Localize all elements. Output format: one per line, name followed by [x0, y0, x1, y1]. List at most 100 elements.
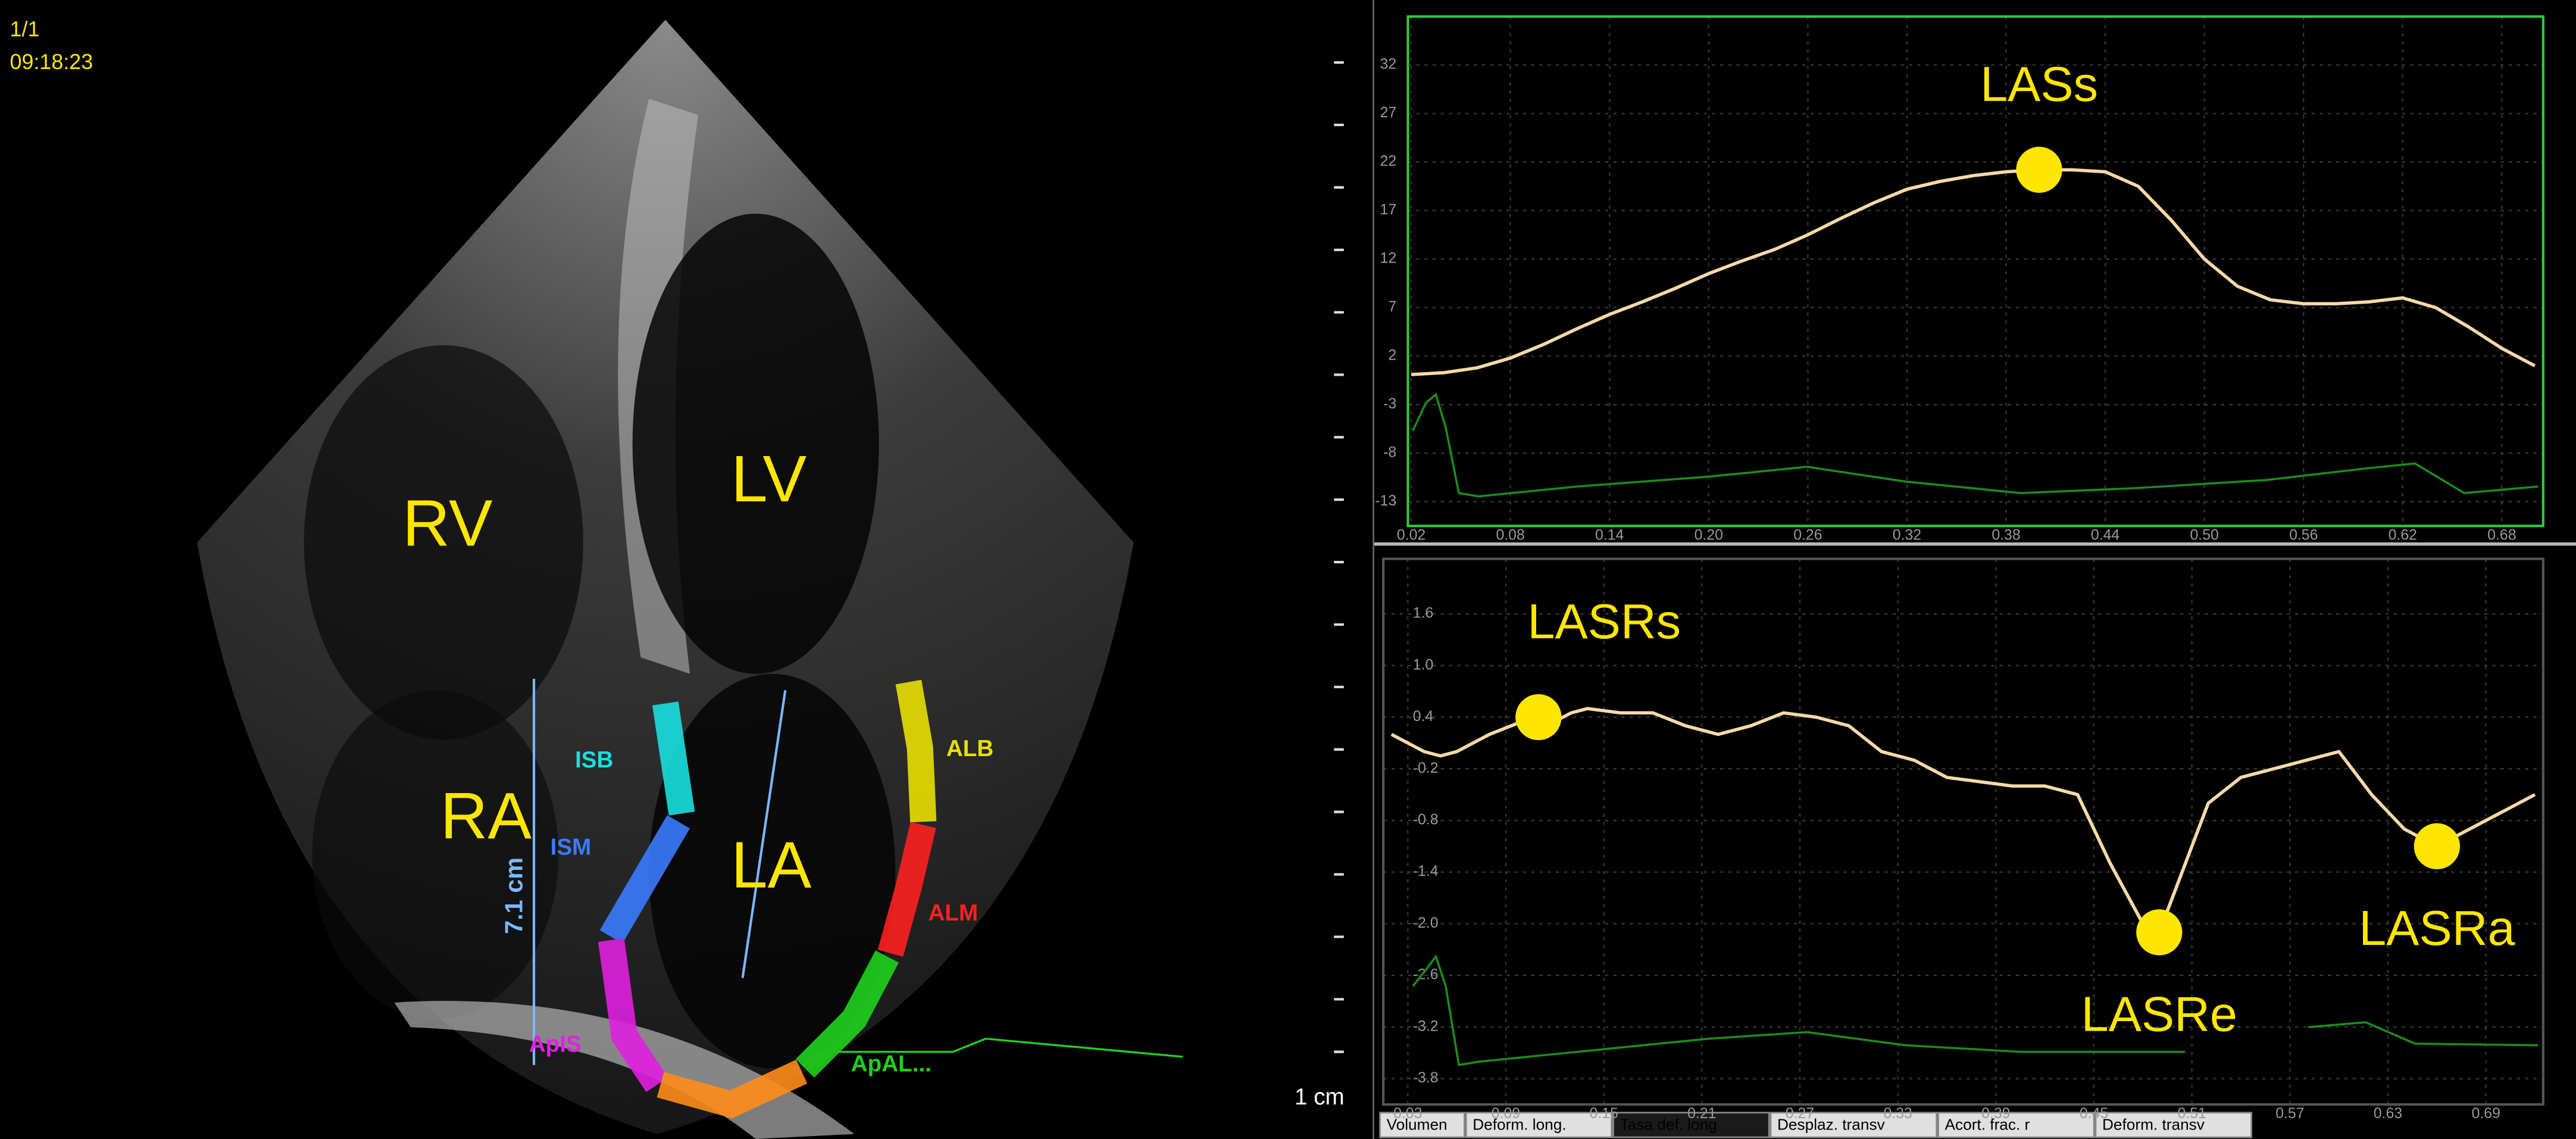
tab[interactable]	[2094, 1112, 2252, 1138]
y-tick-label: 17	[1380, 202, 1397, 218]
tab[interactable]	[1379, 1112, 1465, 1138]
segment-apis	[598, 938, 668, 1093]
scale-label: 1 cm	[1295, 1084, 1345, 1110]
frame-counter: 1/1	[10, 17, 40, 41]
ra-cavity	[312, 690, 559, 1019]
segment-label: ISM	[551, 834, 592, 860]
segment-alb	[895, 679, 937, 823]
segment-alm	[877, 822, 936, 957]
depth-ruler	[1334, 61, 1344, 1053]
x-tick-label: 0.45	[2080, 1106, 2108, 1122]
x-tick-label: 0.32	[1893, 527, 1921, 543]
x-tick-label: 0.69	[2472, 1106, 2500, 1122]
chamber-label: RA	[440, 779, 532, 853]
y-tick-label: -3.8	[1413, 1070, 1439, 1086]
strain-segments	[598, 679, 937, 1119]
x-tick-label: 0.02	[1397, 527, 1425, 543]
annotation: LASRa	[2359, 900, 2515, 956]
annotation: LASRs	[1527, 594, 1681, 649]
x-tick-label: 0.03	[1393, 1106, 1422, 1122]
chamber-label: LV	[731, 442, 806, 516]
plot-frame	[1406, 15, 2544, 528]
tab[interactable]	[1770, 1112, 1938, 1138]
y-tick-label: 7	[1388, 299, 1396, 315]
y-tick-label: -1.4	[1413, 863, 1439, 879]
x-tick-label: 0.68	[2487, 527, 2516, 543]
lv-cavity	[632, 213, 879, 674]
x-tick-label: 0.20	[1695, 527, 1723, 543]
y-tick-label: 0.4	[1413, 709, 1434, 725]
tab-label[interactable]: Desplaz. transv	[1777, 1116, 1886, 1134]
x-tick-label: 0.57	[2275, 1106, 2304, 1122]
tab-label[interactable]: Deform. transv	[2102, 1116, 2205, 1134]
y-tick-label: 1.6	[1413, 606, 1434, 622]
segment-label: ApIS	[529, 1032, 582, 1057]
annotation: LASs	[1980, 56, 2098, 111]
segment-label: ALM	[929, 900, 978, 926]
segment-label: ISB	[575, 747, 613, 773]
tab-label[interactable]: Tasa def. long	[1620, 1116, 1717, 1134]
y-tick-label: -2.0	[1413, 915, 1439, 931]
segment-ism	[599, 815, 690, 944]
clock: 09:18:23	[10, 50, 93, 74]
y-tick-label: 22	[1380, 154, 1397, 170]
y-tick-label: -8	[1383, 445, 1396, 461]
y-tick-label: -3.2	[1413, 1018, 1439, 1034]
x-tick-label: 0.21	[1687, 1106, 1716, 1122]
chamber-label: RV	[402, 486, 493, 560]
tab-label[interactable]: Deform. long.	[1473, 1116, 1566, 1134]
x-tick-label: 0.44	[2091, 527, 2120, 543]
x-tick-label: 0.15	[1589, 1106, 1618, 1122]
measurement-label: 7.1 cm	[501, 857, 528, 934]
tab[interactable]	[1465, 1112, 1613, 1138]
tab-label[interactable]: Acort. frac. r	[1945, 1116, 2030, 1134]
ecg-trace	[1412, 954, 2539, 1066]
x-tick-label: 0.08	[1496, 527, 1524, 543]
tab[interactable]	[1612, 1112, 1770, 1138]
x-tick-label: 0.33	[1883, 1106, 1912, 1122]
peak-marker	[2136, 909, 2183, 956]
x-tick-label: 0.56	[2289, 527, 2318, 543]
x-tick-label: 0.26	[1793, 527, 1822, 543]
x-tick-label: 0.14	[1595, 527, 1624, 543]
annotation: LASRe	[2081, 986, 2237, 1041]
y-tick-label: 2	[1388, 348, 1396, 364]
segment-label: ALB	[946, 736, 993, 762]
x-tick-label: 0.50	[2190, 527, 2218, 543]
x-tick-label: 0.38	[1992, 527, 2020, 543]
segment-apex	[656, 1059, 808, 1119]
y-tick-label: -0.8	[1413, 812, 1439, 828]
rv-cavity	[304, 345, 583, 740]
chart-pane	[1373, 0, 2576, 1139]
peak-marker	[2414, 823, 2461, 869]
x-tick-label: 0.63	[2374, 1106, 2402, 1122]
y-tick-label: 1.0	[1413, 657, 1434, 673]
y-tick-label: 32	[1380, 57, 1397, 73]
segment-isb	[652, 701, 695, 816]
ecg-trace	[837, 1037, 1183, 1058]
x-tick-label: 0.09	[1492, 1106, 1520, 1122]
y-tick-label: 12	[1380, 251, 1397, 267]
ecg-trace	[1412, 392, 2539, 498]
tab[interactable]	[1937, 1112, 2095, 1138]
y-tick-label: -13	[1375, 493, 1396, 509]
tab-bar: Volumen Deform. long. Tasa def. long Despla…	[1379, 1112, 2252, 1138]
plot-frame	[1382, 557, 2544, 1106]
y-tick-label: 27	[1380, 105, 1397, 121]
x-tick-label: 0.62	[2389, 527, 2417, 543]
y-tick-label: -0.2	[1413, 760, 1439, 776]
x-tick-label: 0.27	[1786, 1106, 1814, 1122]
segment-apal	[795, 950, 899, 1078]
strain-curve	[1411, 168, 2536, 376]
chamber-label: LA	[731, 829, 811, 902]
x-tick-label: 0.39	[1981, 1106, 2010, 1122]
tab-label[interactable]: Volumen	[1387, 1116, 1448, 1134]
la-cavity	[649, 673, 896, 1069]
peak-marker	[1515, 694, 1562, 741]
segment-label: ApAL...	[851, 1051, 931, 1077]
la-axis	[741, 690, 787, 978]
y-tick-label: -3	[1383, 396, 1396, 412]
x-tick-label: 0.51	[2178, 1106, 2206, 1122]
peak-marker	[2016, 146, 2062, 193]
